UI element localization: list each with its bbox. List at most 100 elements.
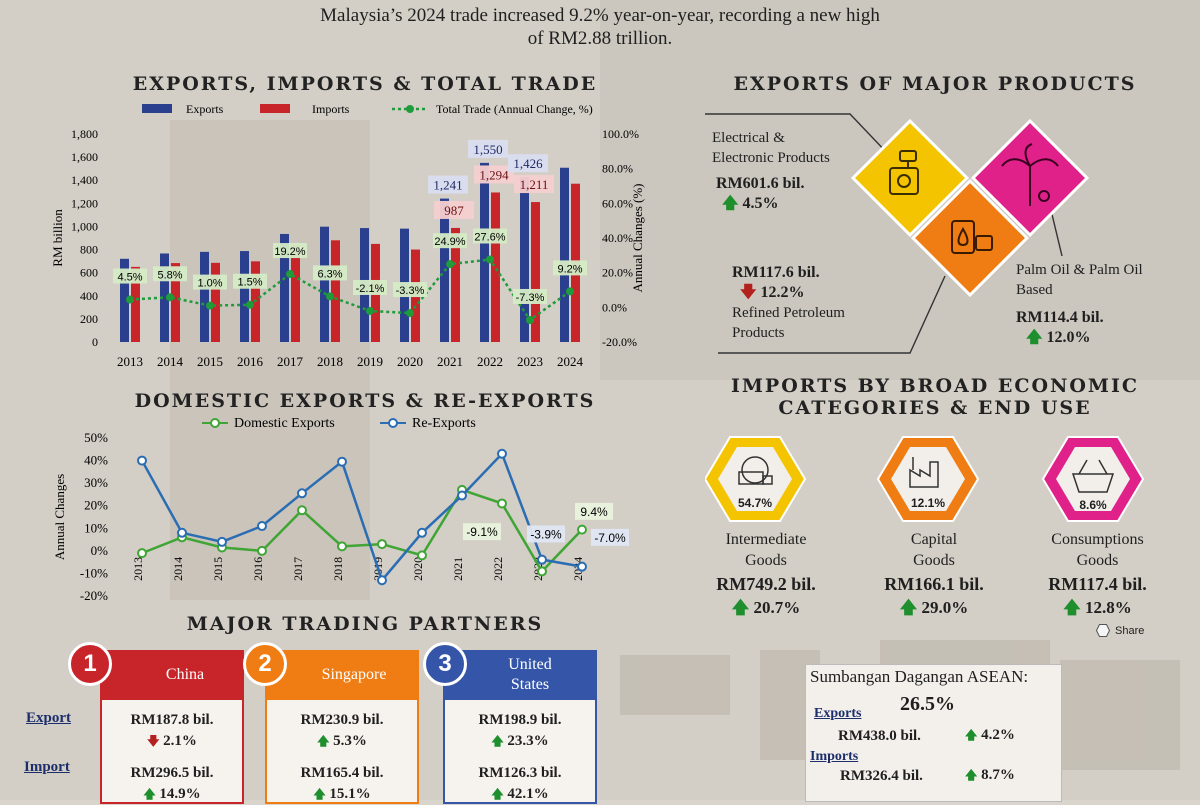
y-tick-label: 1,400 xyxy=(71,173,98,187)
re-exports-point xyxy=(217,536,227,547)
singapore-export: RM230.9 bil. 🡅 5.3% xyxy=(267,710,417,752)
exports-bar xyxy=(480,162,489,342)
us-export-change: 23.3% xyxy=(507,733,549,749)
import-value-label-bg xyxy=(434,200,474,219)
us-export-value: RM198.9 bil. xyxy=(478,712,562,728)
legend-exports-swatch xyxy=(142,104,172,113)
re-exports-point xyxy=(297,488,307,499)
ee-change-row: 🡅 4.5% xyxy=(722,194,872,214)
imports-title-line2: CATEGORIES & END USE xyxy=(778,397,1092,419)
consumption-name-line1: Consumptions xyxy=(1051,531,1144,548)
y-tick-label: 800 xyxy=(80,243,98,257)
headline: Malaysia’s 2024 trade increased 9.2% yea… xyxy=(150,4,1050,50)
exports-bar xyxy=(520,177,529,342)
palm-change: 12.0% xyxy=(1046,329,1091,346)
asean-title: Sumbangan Dagangan ASEAN: xyxy=(810,667,1029,686)
asean-exports-label: Exports xyxy=(814,706,862,721)
petroleum-change-row: 🡇 12.2% xyxy=(740,283,932,303)
singapore-export-value: RM230.9 bil. xyxy=(300,712,384,728)
export-value-label: 1,426 xyxy=(513,156,543,171)
annotation-label: -9.1% xyxy=(466,525,498,539)
truck-globe-icon xyxy=(738,456,773,485)
import-value-label: 987 xyxy=(444,203,464,218)
partner-tab-us: United States xyxy=(443,650,597,700)
intermediate-pct: 54.7% xyxy=(737,496,773,510)
change-label-bg xyxy=(153,266,187,282)
x-tick-label: 2023 xyxy=(517,354,543,369)
import-value-label: 1,211 xyxy=(520,177,549,192)
domestic-section-title: DOMESTIC EXPORTS & RE-EXPORTS xyxy=(134,390,596,412)
total-trade-point xyxy=(246,300,254,309)
asean-exports-change-row: 🡅 4.2% xyxy=(965,726,1015,747)
exports-bar xyxy=(160,253,169,342)
basket-icon xyxy=(1071,459,1115,493)
annotation-label: 9.4% xyxy=(580,505,608,519)
asean-exports-value: RM438.0 bil. xyxy=(838,728,921,744)
up-arrow-icon: 🡅 xyxy=(313,787,326,801)
china-import-change-row: 🡅 14.9% xyxy=(102,784,242,805)
y-tick-label: 40% xyxy=(84,453,108,468)
exports-bar xyxy=(320,226,329,342)
y-tick-label: -20% xyxy=(80,588,108,603)
consumption-goods: Consumptions Goods RM117.4 bil. 🡅 12.8% xyxy=(1025,529,1170,618)
ee-value: RM601.6 bil. xyxy=(716,175,805,192)
domestic-exports-point xyxy=(417,550,427,561)
us-import: RM126.3 bil. 🡅 42.1% xyxy=(445,763,595,805)
partner-name-china: China xyxy=(165,666,205,683)
x-tick-label: 2018 xyxy=(331,557,345,581)
exports-bar xyxy=(120,258,129,342)
legend-imports-swatch xyxy=(260,104,290,113)
x-tick-label: 2016 xyxy=(251,557,265,581)
import-value-label: 1,294 xyxy=(479,167,509,182)
y2-tick-label: 40.0% xyxy=(602,231,633,245)
partner-name-singapore: Singapore xyxy=(321,666,387,683)
up-arrow-icon: 🡅 xyxy=(899,598,918,617)
capital-change-row: 🡅 29.0% xyxy=(864,597,1004,618)
ee-name-line2: Electronic Products xyxy=(712,150,830,166)
re-exports-point xyxy=(497,448,507,459)
x-tick-label: 2014 xyxy=(171,557,185,581)
y-tick-label: 1,000 xyxy=(71,219,98,233)
y2-tick-label: 80.0% xyxy=(602,162,633,176)
x-tick-label: 2019 xyxy=(357,354,383,369)
x-tick-label: 2013 xyxy=(117,354,143,369)
x-tick-label: 2020 xyxy=(397,354,423,369)
y-tick-label: 1,600 xyxy=(71,150,98,164)
legend-exports-label: Exports xyxy=(186,102,224,116)
change-label: 19.2% xyxy=(274,246,305,258)
annotation-label-bg xyxy=(527,525,565,543)
re-exports-line xyxy=(140,451,583,583)
change-label: -2.1% xyxy=(356,283,385,295)
x-tick-label: 2015 xyxy=(211,557,225,581)
singapore-import: RM165.4 bil. 🡅 15.1% xyxy=(267,763,417,805)
change-label-bg xyxy=(353,279,387,295)
change-label: 5.8% xyxy=(157,269,182,281)
import-value-label-bg xyxy=(474,165,514,184)
ee-name-line1: Electrical & xyxy=(712,130,785,146)
change-label: -3.3% xyxy=(396,285,425,297)
change-label-bg xyxy=(433,233,467,249)
change-label-bg xyxy=(193,274,227,290)
domestic-exports-point xyxy=(337,541,347,552)
palm-product: Palm Oil & Palm Oil Based RM114.4 bil. 🡅… xyxy=(1016,260,1186,348)
imports-section-title: IMPORTS BY BROAD ECONOMIC CATEGORIES & E… xyxy=(700,375,1170,419)
change-label-bg xyxy=(313,265,347,281)
y2-tick-label: 20.0% xyxy=(602,266,633,280)
change-label: 6.3% xyxy=(317,268,342,280)
legend-imports-label: Imports xyxy=(312,102,350,116)
capital-value: RM166.1 bil. xyxy=(884,574,984,594)
consumption-hexagon xyxy=(1041,436,1145,522)
exports-bar xyxy=(560,167,569,342)
total-trade-point xyxy=(406,309,414,318)
product-diamonds xyxy=(705,113,1090,354)
up-arrow-icon: 🡅 xyxy=(731,598,750,617)
x-tick-label: 2020 xyxy=(411,557,425,581)
capital-pct: 12.1% xyxy=(910,496,946,510)
major-products-title: EXPORTS OF MAJOR PRODUCTS xyxy=(733,73,1137,95)
row-import-label: Import xyxy=(24,759,70,775)
domestic-exports-point xyxy=(577,524,587,535)
domestic-exports-point xyxy=(297,505,307,516)
singapore-import-change-row: 🡅 15.1% xyxy=(267,784,417,805)
share-button[interactable]: Share xyxy=(1096,624,1144,637)
legend-reexports-marker xyxy=(388,418,398,428)
